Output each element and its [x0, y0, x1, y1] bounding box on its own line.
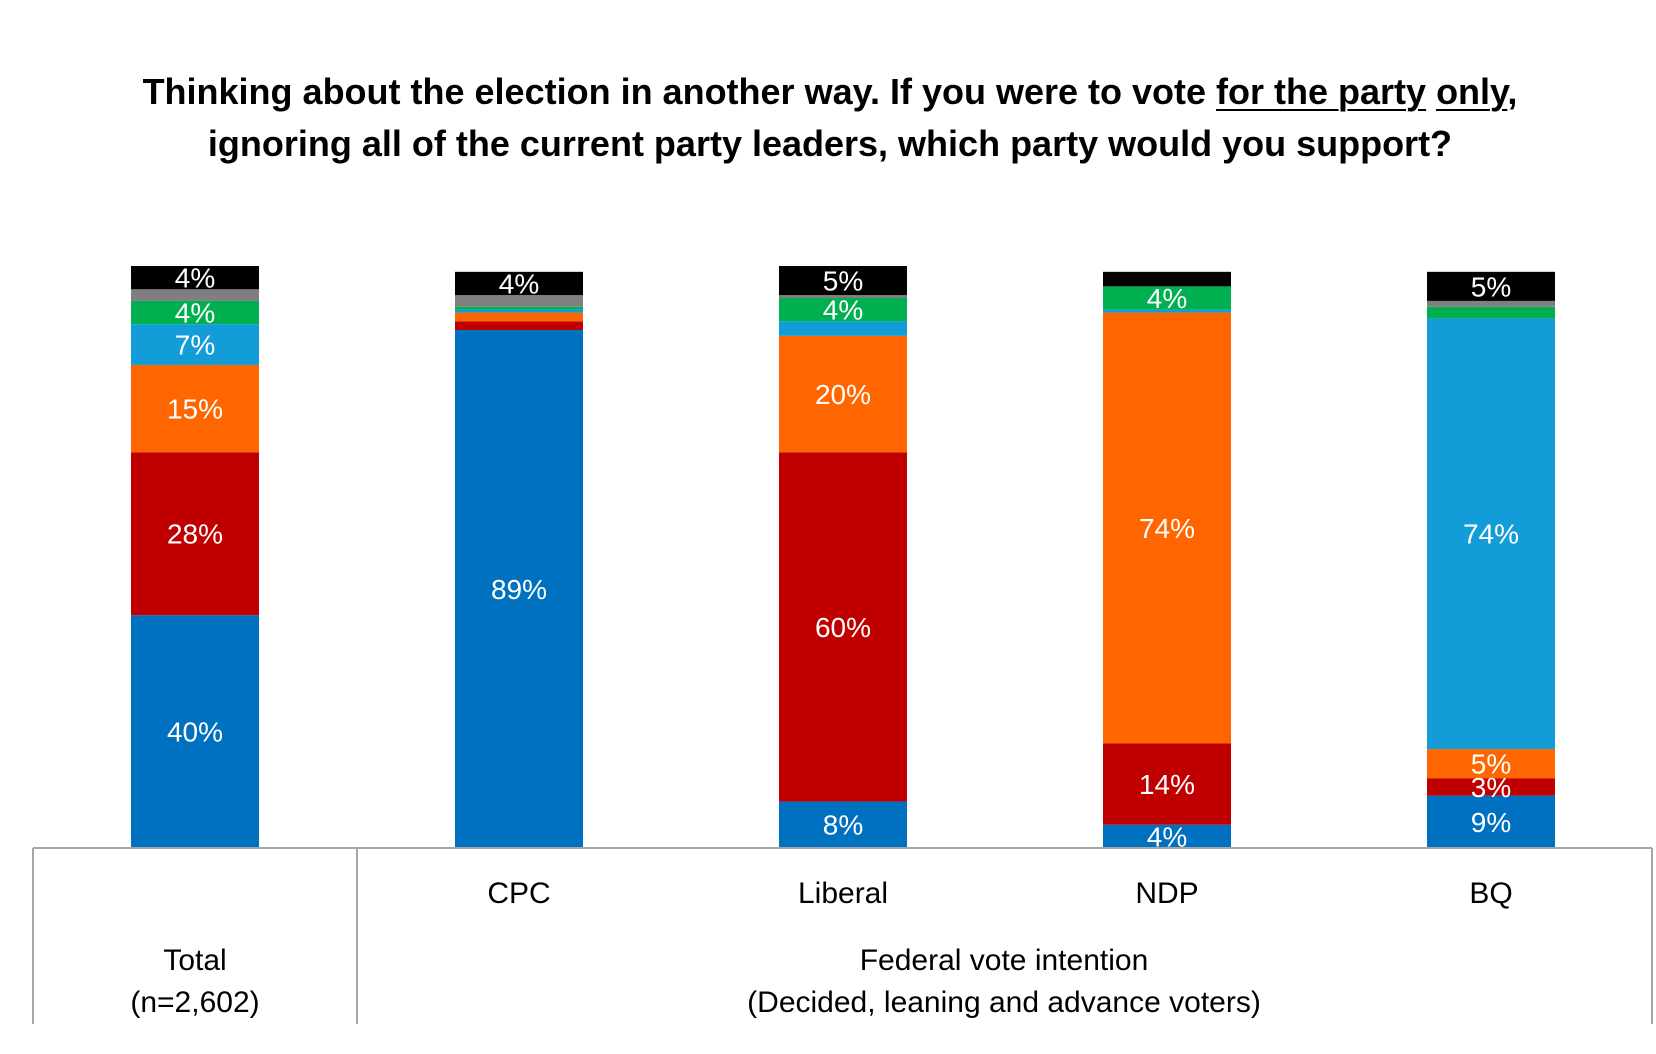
- data-label-liberal-0: 8%: [823, 810, 863, 841]
- data-label-cpc-0: 89%: [491, 574, 547, 605]
- data-label-total-3: 7%: [175, 330, 215, 361]
- group-label-federal-line2: (Decided, leaning and advance voters): [747, 986, 1261, 1019]
- bar-cpc-segment-5: [455, 295, 583, 307]
- category-table-lines: [32, 847, 1653, 1024]
- data-label-bq-6: 5%: [1471, 271, 1511, 302]
- bar-bq-segment-0: [1427, 795, 1555, 848]
- bar-liberal-segment-5: [779, 295, 907, 299]
- data-label-liberal-1: 60%: [815, 612, 871, 643]
- bars-layer: 40%28%15%7%4%4%89%4%8%60%20%4%5%4%14%74%…: [131, 263, 1555, 852]
- data-label-total-4: 4%: [175, 298, 215, 329]
- bar-liberal-segment-1: [779, 452, 907, 802]
- bar-bq-segment-6: [1427, 271, 1555, 301]
- category-label-cpc: CPC: [487, 877, 550, 910]
- title-part-1: for the party: [1216, 71, 1427, 112]
- bar-total-segment-5: [131, 289, 259, 301]
- bar-cpc-segment-0: [455, 330, 583, 848]
- bar-cpc-segment-2: [455, 312, 583, 322]
- data-label-total-0: 40%: [167, 717, 223, 748]
- title-part-0: Thinking about the election in another w…: [142, 71, 1217, 112]
- bar-ndp-segment-3: [1103, 309, 1231, 313]
- data-label-liberal-4: 4%: [823, 295, 863, 326]
- bar-ndp-segment-6: [1103, 271, 1231, 287]
- data-label-liberal-6: 5%: [823, 266, 863, 297]
- bar-bq-segment-4: [1427, 306, 1555, 319]
- bar-liberal-segment-3: [779, 321, 907, 336]
- bar-total-segment-4: [131, 300, 259, 325]
- bar-liberal-segment-0: [779, 801, 907, 848]
- bar-ndp-segment-0: [1103, 824, 1231, 848]
- data-label-total-1: 28%: [167, 519, 223, 550]
- data-label-bq-1: 3%: [1471, 772, 1511, 803]
- data-label-total-2: 15%: [167, 394, 223, 425]
- chart-title: Thinking about the election in another w…: [80, 66, 1580, 170]
- category-labels: CPC Liberal NDP BQ: [487, 877, 1512, 910]
- bar-total-segment-2: [131, 364, 259, 453]
- data-label-bq-3: 74%: [1463, 519, 1519, 550]
- bar-bq-segment-1: [1427, 778, 1555, 796]
- bar-ndp-segment-2: [1103, 312, 1231, 744]
- category-label-bq: BQ: [1469, 877, 1512, 910]
- group-labels: Total (n=2,602) Federal vote intention (…: [130, 944, 1260, 1019]
- data-label-ndp-1: 14%: [1139, 769, 1195, 800]
- bar-total-segment-0: [131, 615, 259, 848]
- bar-cpc-segment-4: [455, 306, 583, 310]
- bar-ndp-segment-1: [1103, 743, 1231, 825]
- group-label-federal-line1: Federal vote intention: [860, 944, 1149, 977]
- bar-liberal-segment-6: [779, 266, 907, 296]
- title-part-3: only: [1436, 71, 1508, 112]
- group-label-total-line1: Total: [163, 944, 226, 977]
- data-label-ndp-4: 4%: [1147, 283, 1187, 314]
- bar-liberal-segment-4: [779, 298, 907, 322]
- bar-total-segment-6: [131, 266, 259, 290]
- title-part-4: , ignoring all of the current party lead…: [207, 71, 1518, 164]
- bar-cpc-segment-3: [455, 309, 583, 313]
- data-label-bq-2: 5%: [1471, 749, 1511, 780]
- bar-cpc-segment-1: [455, 321, 583, 331]
- data-label-ndp-2: 74%: [1139, 513, 1195, 544]
- category-label-ndp: NDP: [1135, 877, 1198, 910]
- data-label-total-6: 4%: [175, 263, 215, 294]
- bar-bq-segment-3: [1427, 318, 1555, 750]
- bar-ndp-segment-4: [1103, 286, 1231, 310]
- data-label-cpc-6: 4%: [499, 268, 539, 299]
- data-label-bq-0: 9%: [1471, 807, 1511, 838]
- bar-cpc-segment-6: [455, 271, 583, 296]
- bar-total-segment-3: [131, 324, 259, 365]
- bar-bq-segment-5: [1427, 300, 1555, 307]
- data-label-liberal-2: 20%: [815, 379, 871, 410]
- bar-total-segment-1: [131, 452, 259, 616]
- bar-liberal-segment-2: [779, 335, 907, 453]
- category-label-liberal: Liberal: [798, 877, 888, 910]
- bar-bq-segment-2: [1427, 749, 1555, 779]
- group-label-total-line2: (n=2,602): [130, 986, 259, 1019]
